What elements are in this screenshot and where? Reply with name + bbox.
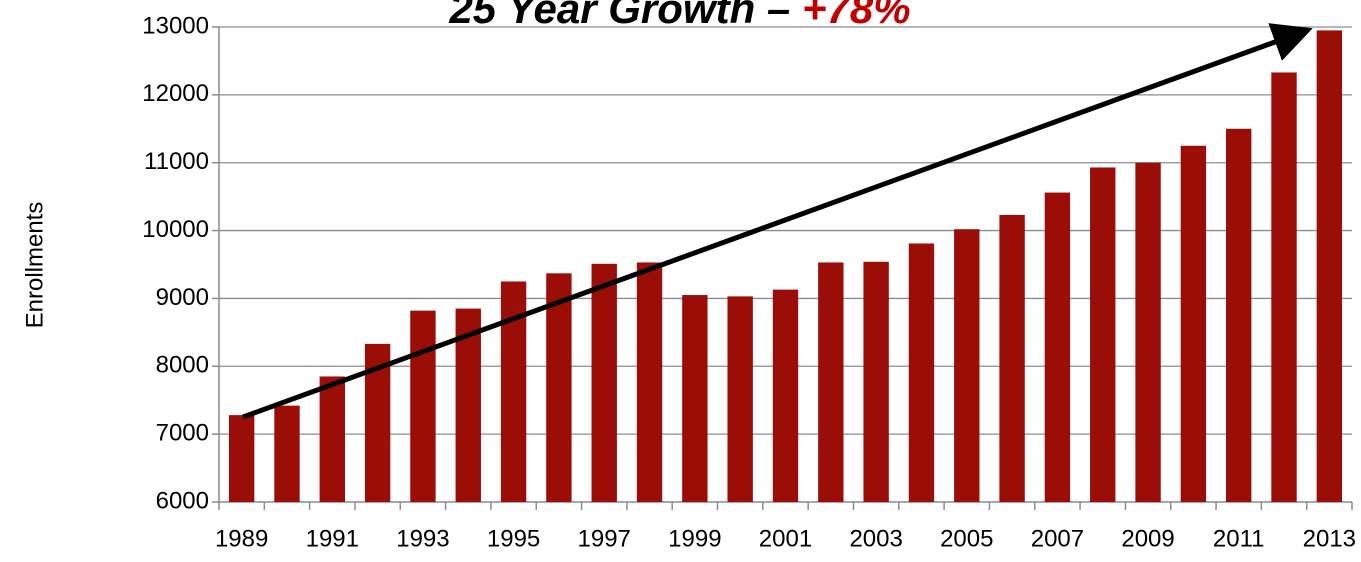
x-tick-label: 1999 xyxy=(668,525,721,552)
bar xyxy=(319,376,345,502)
bar xyxy=(636,262,663,502)
y-tick-label: 10000 xyxy=(142,216,209,243)
x-tick-label: 2003 xyxy=(849,525,902,552)
bar xyxy=(274,405,300,502)
bar xyxy=(954,229,980,502)
bar xyxy=(1271,72,1297,502)
y-tick-label: 9000 xyxy=(156,284,209,311)
x-tick-label: 1989 xyxy=(215,525,268,552)
bar xyxy=(1180,145,1207,502)
x-tick-label: 2013 xyxy=(1303,525,1356,552)
y-tick-label: 11000 xyxy=(144,148,209,175)
x-tick-label: 1995 xyxy=(487,525,540,552)
x-tick-label: 2005 xyxy=(940,525,993,552)
trend-arrow xyxy=(242,23,1313,420)
bar xyxy=(546,273,572,502)
bar xyxy=(228,415,255,502)
bar xyxy=(591,263,617,502)
bar xyxy=(682,295,708,502)
x-tick-label: 1993 xyxy=(396,525,449,552)
x-tick-label: 2001 xyxy=(759,525,812,552)
bar xyxy=(1316,30,1343,503)
bar xyxy=(908,243,935,502)
y-tick-label: 6000 xyxy=(156,487,209,514)
bar xyxy=(1135,162,1161,502)
x-tick-label: 2009 xyxy=(1121,525,1174,552)
x-tick-label: 2007 xyxy=(1031,525,1084,552)
y-tick-label: 7000 xyxy=(156,419,209,446)
y-axis-label: Enrollments xyxy=(21,202,48,329)
y-tick-label: 8000 xyxy=(156,352,209,379)
bar xyxy=(999,214,1025,502)
bar xyxy=(772,289,799,502)
bar xyxy=(818,262,844,502)
y-tick-label: 12000 xyxy=(142,80,209,107)
bar xyxy=(863,261,889,502)
bar xyxy=(1044,192,1071,503)
y-tick-label: 13000 xyxy=(142,12,209,39)
x-tick-label: 1991 xyxy=(306,525,359,552)
bar xyxy=(410,310,436,502)
bar xyxy=(727,296,753,502)
bar xyxy=(1226,128,1252,503)
x-tick-label: 1997 xyxy=(578,525,631,552)
x-tick-label: 2011 xyxy=(1213,525,1265,552)
bar xyxy=(1090,167,1116,502)
